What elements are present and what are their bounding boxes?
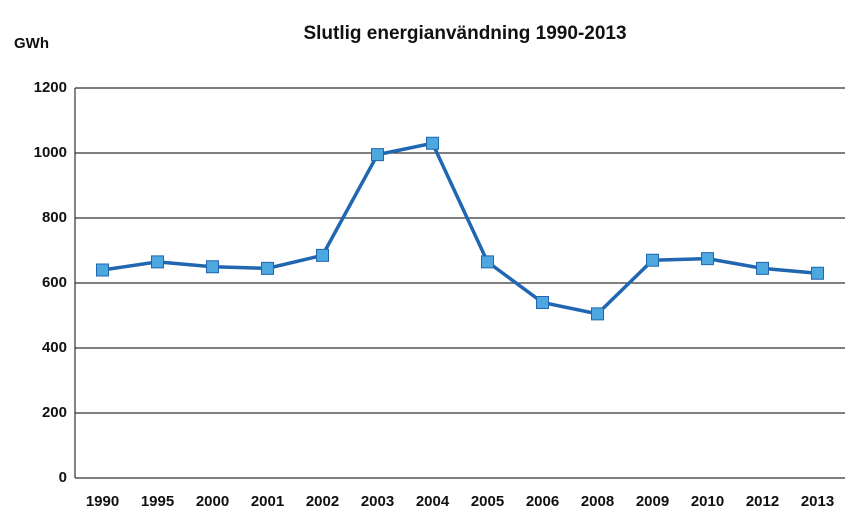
marker: [701, 252, 714, 266]
y-tick-label: 200: [42, 404, 67, 421]
y-axis-label: GWh: [14, 35, 49, 52]
x-tick-label: 2009: [636, 493, 669, 510]
marker: [316, 248, 329, 262]
marker: [151, 255, 164, 269]
line: [102, 141, 818, 316]
x-tick-label: 2006: [526, 493, 559, 510]
marker: [96, 263, 109, 277]
x-tick-label: 2012: [746, 493, 779, 510]
y-tick-label: 0: [59, 469, 67, 486]
x-tick-label: 2004: [416, 493, 450, 510]
marker: [426, 136, 439, 150]
marker: [481, 255, 494, 269]
marker: [591, 307, 604, 321]
x-tick-label: 2005: [471, 493, 504, 510]
marker: [371, 148, 384, 162]
y-tick-label: 1200: [34, 79, 67, 96]
x-tick-label: 1990: [86, 493, 119, 510]
marker: [206, 260, 219, 274]
x-tick-label: 2010: [691, 493, 724, 510]
x-tick-label: 2008: [581, 493, 614, 510]
y-tick-label: 400: [42, 339, 67, 356]
x-tick-label: 1995: [141, 493, 174, 510]
x-tick-label: 2001: [251, 493, 284, 510]
x-tick-label: 2002: [306, 493, 339, 510]
marker: [811, 266, 824, 280]
y-tick-label: 1000: [34, 144, 67, 161]
x-tick-label: 2013: [801, 493, 834, 510]
marker: [261, 261, 274, 275]
marker: [756, 261, 769, 275]
marker: [536, 296, 549, 309]
y-tick-label: 600: [42, 274, 67, 291]
x-tick-label: 2003: [361, 493, 394, 510]
chart-title: Slutlig energianvändning 1990-2013: [303, 23, 626, 44]
y-tick-label: 800: [42, 209, 67, 226]
marker: [646, 253, 659, 267]
x-tick-label: 2000: [196, 493, 229, 510]
